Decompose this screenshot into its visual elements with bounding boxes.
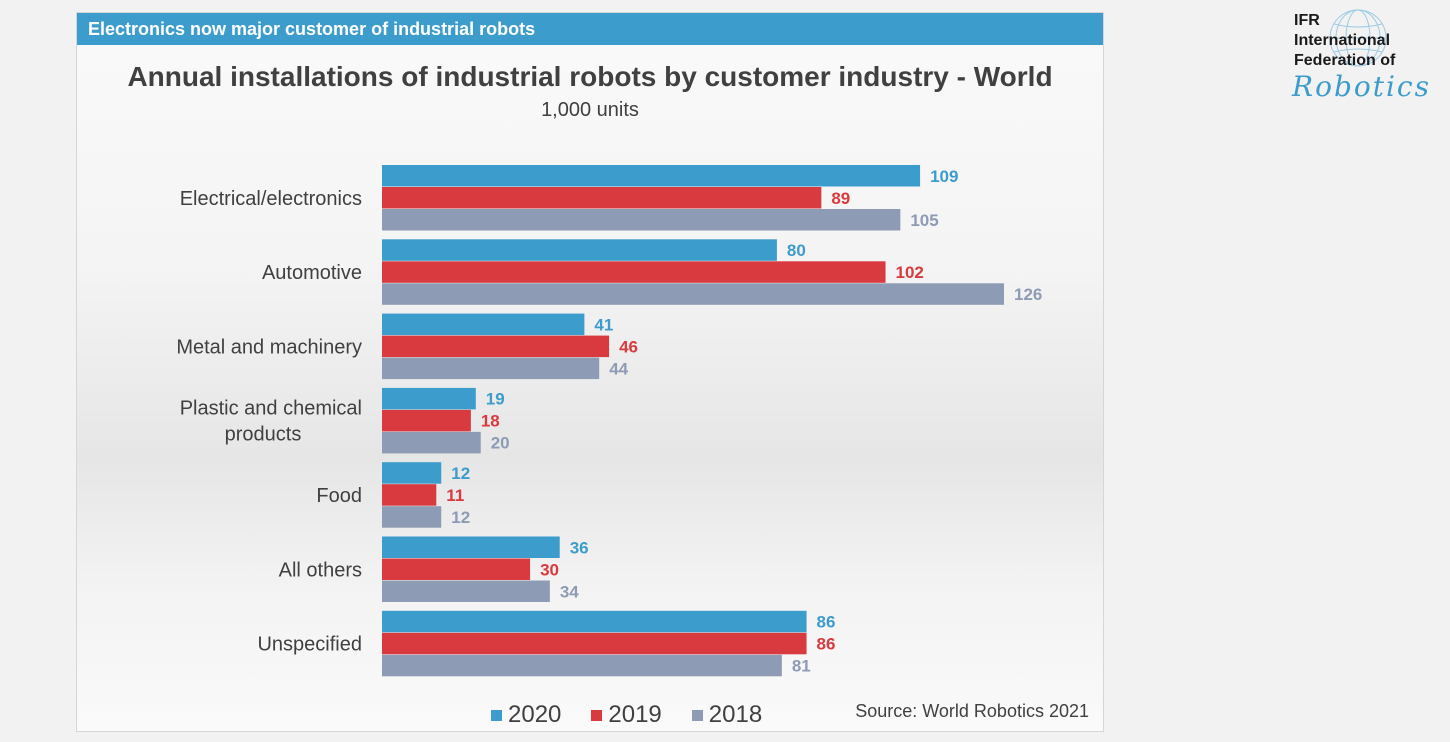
bar-2018	[382, 283, 1004, 305]
chart-title: Annual installations of industrial robot…	[127, 61, 1053, 92]
category-label: Food	[316, 485, 362, 507]
legend-item-2019: 2019	[591, 701, 662, 729]
bar-2018	[382, 580, 550, 602]
data-label-2020: 41	[594, 315, 613, 334]
bar-2020	[382, 387, 476, 410]
bar-2018	[382, 209, 901, 231]
bar-2019	[382, 632, 807, 655]
data-label-2018: 34	[560, 582, 579, 601]
bar-2018	[382, 506, 442, 528]
bar-2019	[382, 409, 471, 432]
data-label-2018: 81	[792, 657, 811, 676]
bar-2018	[382, 654, 782, 677]
category-label: Unspecified	[257, 634, 362, 656]
data-label-2019: 102	[896, 263, 924, 282]
chart-legend: 2020 2019 2018	[491, 701, 762, 729]
legend-label-2018: 2018	[708, 701, 763, 728]
bar-2020	[382, 239, 777, 261]
data-label-2019: 30	[540, 560, 559, 579]
category-label: Plastic and chemical	[180, 398, 362, 420]
bar-2019	[382, 558, 531, 580]
banner-title: Electronics now major customer of indust…	[77, 13, 1103, 45]
bar-2019	[382, 335, 610, 358]
bar-2020	[382, 536, 560, 558]
data-label-2018: 12	[451, 508, 470, 527]
data-label-2018: 44	[609, 359, 628, 378]
logo-text-ifr: IFR	[1294, 12, 1320, 29]
data-label-2019: 11	[446, 486, 464, 505]
data-label-2020: 12	[451, 464, 470, 483]
logo-text-robotics: Robotics	[1292, 70, 1431, 103]
category-label: Automotive	[262, 262, 362, 284]
data-label-2018: 105	[910, 211, 938, 230]
data-label-2020: 86	[817, 613, 836, 632]
data-label-2018: 126	[1014, 285, 1042, 304]
ifr-logo: IFR International Federation of Robotics	[1292, 8, 1442, 104]
bar-chart: Electrical/electronics 109 89 105 Automotive…	[176, 165, 1042, 677]
source-note: Source: World Robotics 2021	[855, 701, 1089, 721]
category-label: All others	[279, 559, 362, 581]
bar-2019	[382, 261, 886, 283]
data-label-2019: 89	[831, 189, 850, 208]
category-label: Electrical/electronics	[180, 188, 362, 210]
legend-swatch-2019	[591, 709, 603, 721]
chart-subtitle: 1,000 units	[541, 99, 639, 121]
data-label-2019: 18	[481, 412, 500, 431]
logo-text-international: International	[1294, 32, 1391, 49]
bar-2020	[382, 610, 807, 633]
data-label-2020: 19	[486, 390, 505, 409]
legend-label-2019: 2019	[608, 701, 662, 728]
data-label-2020: 80	[787, 241, 806, 260]
bar-2020	[382, 313, 585, 336]
bar-2018	[382, 357, 600, 380]
legend-item-2020: 2020	[491, 701, 561, 729]
bar-2019	[382, 484, 437, 506]
bar-2019	[382, 187, 822, 209]
globe-icon	[1329, 9, 1387, 67]
data-label-2019: 46	[619, 337, 638, 356]
bar-2020	[382, 462, 442, 484]
data-label-2020: 36	[570, 538, 589, 557]
data-label-2020: 109	[930, 167, 958, 186]
data-label-2018: 20	[491, 434, 510, 453]
category-label: Metal and machinery	[176, 336, 362, 358]
legend-swatch-2020	[491, 709, 502, 721]
slide-panel: Electronics now major customer of indust…	[76, 12, 1104, 732]
legend-item-2018: 2018	[691, 701, 763, 729]
legend-label-2020: 2020	[508, 701, 562, 728]
data-label-2019: 86	[817, 635, 836, 654]
bar-2018	[382, 431, 481, 454]
category-label: products	[225, 424, 302, 446]
logo-text-federation: Federation of	[1294, 52, 1396, 69]
legend-swatch-2018	[691, 709, 703, 721]
bar-2020	[382, 165, 921, 187]
